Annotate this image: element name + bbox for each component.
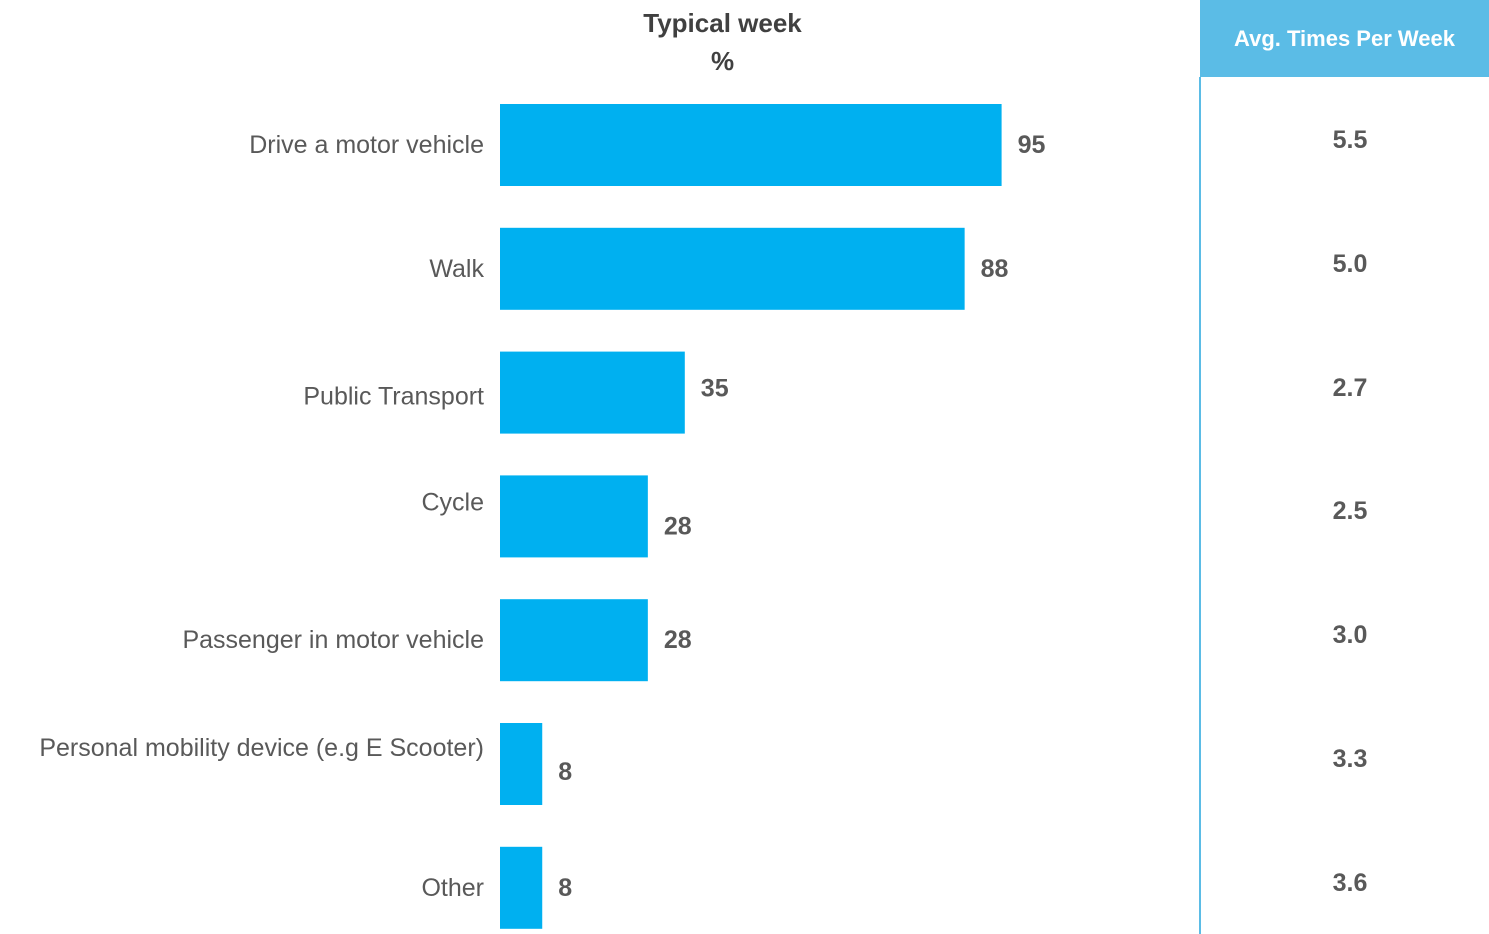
avg-times-value: 3.3: [1332, 745, 1368, 773]
avg-times-value: 5.5: [1332, 126, 1368, 154]
chart-unit-label: %: [710, 46, 735, 76]
avg-times-value: 3.0: [1332, 621, 1368, 650]
side-table-header: Avg. Times Per Week: [1200, 0, 1489, 77]
category-label: Public Transport: [303, 383, 484, 411]
bar: [500, 846, 543, 929]
data-label: 28: [664, 626, 692, 654]
data-label: 8: [558, 758, 572, 786]
data-label: 28: [664, 512, 692, 540]
category-label: Other: [421, 874, 484, 902]
chart-title: Typical week: [643, 8, 802, 38]
side-table-divider: [1199, 77, 1201, 934]
category-label: Cycle: [421, 488, 484, 516]
data-label: 8: [558, 874, 572, 902]
bar: [500, 599, 648, 682]
data-label: 95: [1018, 131, 1046, 159]
category-label: Personal mobility device (e.g E Scooter): [39, 734, 484, 762]
data-label: 35: [701, 375, 729, 403]
category-label: Passenger in motor vehicle: [182, 626, 484, 654]
bar: [500, 723, 543, 805]
avg-times-value: 3.6: [1332, 868, 1368, 897]
category-label: Walk: [429, 255, 484, 283]
avg-times-value: 2.5: [1332, 497, 1368, 526]
bar: [500, 475, 648, 558]
category-label: Drive a motor vehicle: [249, 131, 484, 159]
avg-times-value: 2.7: [1332, 373, 1368, 402]
avg-times-value: 5.0: [1332, 249, 1368, 278]
data-label: 88: [981, 255, 1009, 283]
bar: [500, 351, 685, 434]
bar: [500, 227, 965, 310]
bar: [500, 104, 1002, 186]
